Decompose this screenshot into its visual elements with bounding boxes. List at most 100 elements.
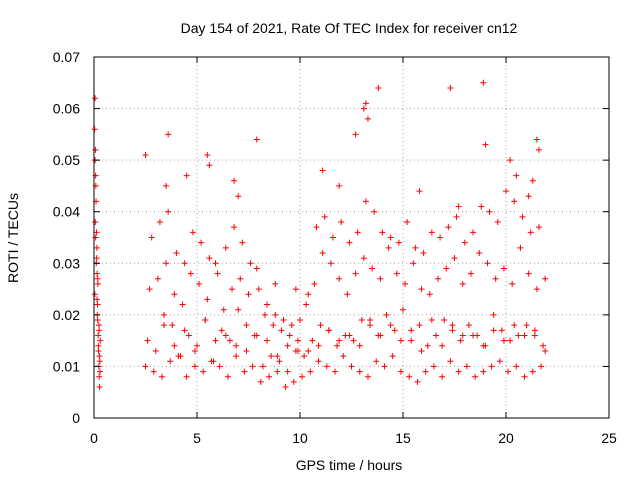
data-point (515, 332, 522, 339)
data-point (418, 286, 425, 293)
data-point (327, 260, 334, 267)
data-point (191, 363, 198, 370)
data-point (243, 322, 250, 329)
data-point (276, 358, 283, 365)
y-tick-label: 0.06 (53, 101, 80, 117)
data-point (204, 296, 211, 303)
data-point (270, 322, 277, 329)
data-point (93, 255, 100, 262)
data-point (204, 151, 211, 158)
data-point (503, 188, 509, 195)
data-point (525, 270, 532, 277)
grid-lines (94, 57, 609, 418)
data-point (249, 363, 256, 370)
data-point (410, 260, 417, 267)
y-tick-label: 0.03 (53, 255, 80, 271)
data-point (379, 229, 386, 236)
data-point (344, 291, 351, 298)
data-point (340, 353, 347, 360)
data-point (336, 337, 343, 344)
data-point (288, 322, 295, 329)
data-point (367, 322, 374, 329)
data-point (402, 280, 409, 287)
data-point (507, 157, 514, 164)
data-point (315, 358, 322, 365)
data-point (146, 286, 153, 293)
data-point (459, 280, 466, 287)
data-point (478, 203, 485, 210)
data-point (94, 317, 101, 324)
data-point (156, 219, 163, 226)
data-point (517, 244, 524, 251)
data-point (313, 224, 320, 231)
data-point (383, 311, 390, 318)
data-point (533, 136, 540, 143)
data-point (200, 368, 207, 375)
data-point (428, 229, 435, 236)
data-point (171, 342, 178, 349)
data-point (96, 384, 103, 391)
data-point (241, 368, 248, 375)
data-point (500, 337, 507, 344)
data-point (152, 347, 159, 354)
data-point (280, 317, 287, 324)
data-point (416, 188, 423, 195)
data-points (91, 79, 549, 391)
data-point (358, 317, 365, 324)
data-point (163, 260, 170, 267)
data-point (480, 79, 487, 86)
data-point (206, 162, 213, 169)
y-axis-label: ROTI / TECUs (5, 193, 21, 283)
data-point (94, 275, 101, 282)
data-point (535, 224, 542, 231)
x-tick-label: 20 (498, 430, 514, 446)
data-point (385, 244, 392, 251)
data-point (161, 322, 168, 329)
x-tick-label: 10 (292, 430, 308, 446)
data-point (319, 167, 326, 174)
data-point (274, 353, 281, 360)
data-point (348, 363, 355, 370)
data-point (278, 327, 285, 334)
data-point (181, 327, 188, 334)
data-point (422, 368, 429, 375)
data-point (364, 373, 371, 380)
data-point (284, 368, 291, 375)
data-point (420, 249, 427, 256)
data-point (338, 219, 345, 226)
data-point (523, 322, 530, 329)
data-point (165, 131, 172, 138)
data-point (191, 347, 198, 354)
data-point (272, 280, 279, 287)
data-point (529, 177, 536, 184)
data-point (336, 275, 343, 282)
data-point (457, 337, 464, 344)
data-point (346, 332, 353, 339)
data-point (266, 373, 273, 380)
data-point (224, 373, 231, 380)
data-point (400, 306, 406, 313)
data-point (259, 363, 266, 370)
x-tick-label: 15 (395, 430, 411, 446)
data-point (167, 358, 174, 365)
data-point (142, 363, 149, 370)
data-point (511, 198, 518, 205)
data-point (309, 337, 316, 344)
data-point (470, 229, 477, 236)
data-point (447, 84, 454, 91)
data-point (95, 347, 102, 354)
data-point (352, 131, 359, 138)
data-point (521, 332, 528, 339)
data-point (94, 280, 101, 287)
data-point (272, 311, 279, 318)
data-point (181, 260, 188, 267)
data-point (253, 136, 260, 143)
data-point (233, 353, 240, 360)
data-point (416, 322, 423, 329)
data-point (185, 332, 192, 339)
plot-frame (93, 56, 610, 419)
data-point (336, 182, 343, 189)
data-point (461, 239, 468, 246)
data-point (369, 265, 376, 272)
data-point (206, 255, 213, 262)
